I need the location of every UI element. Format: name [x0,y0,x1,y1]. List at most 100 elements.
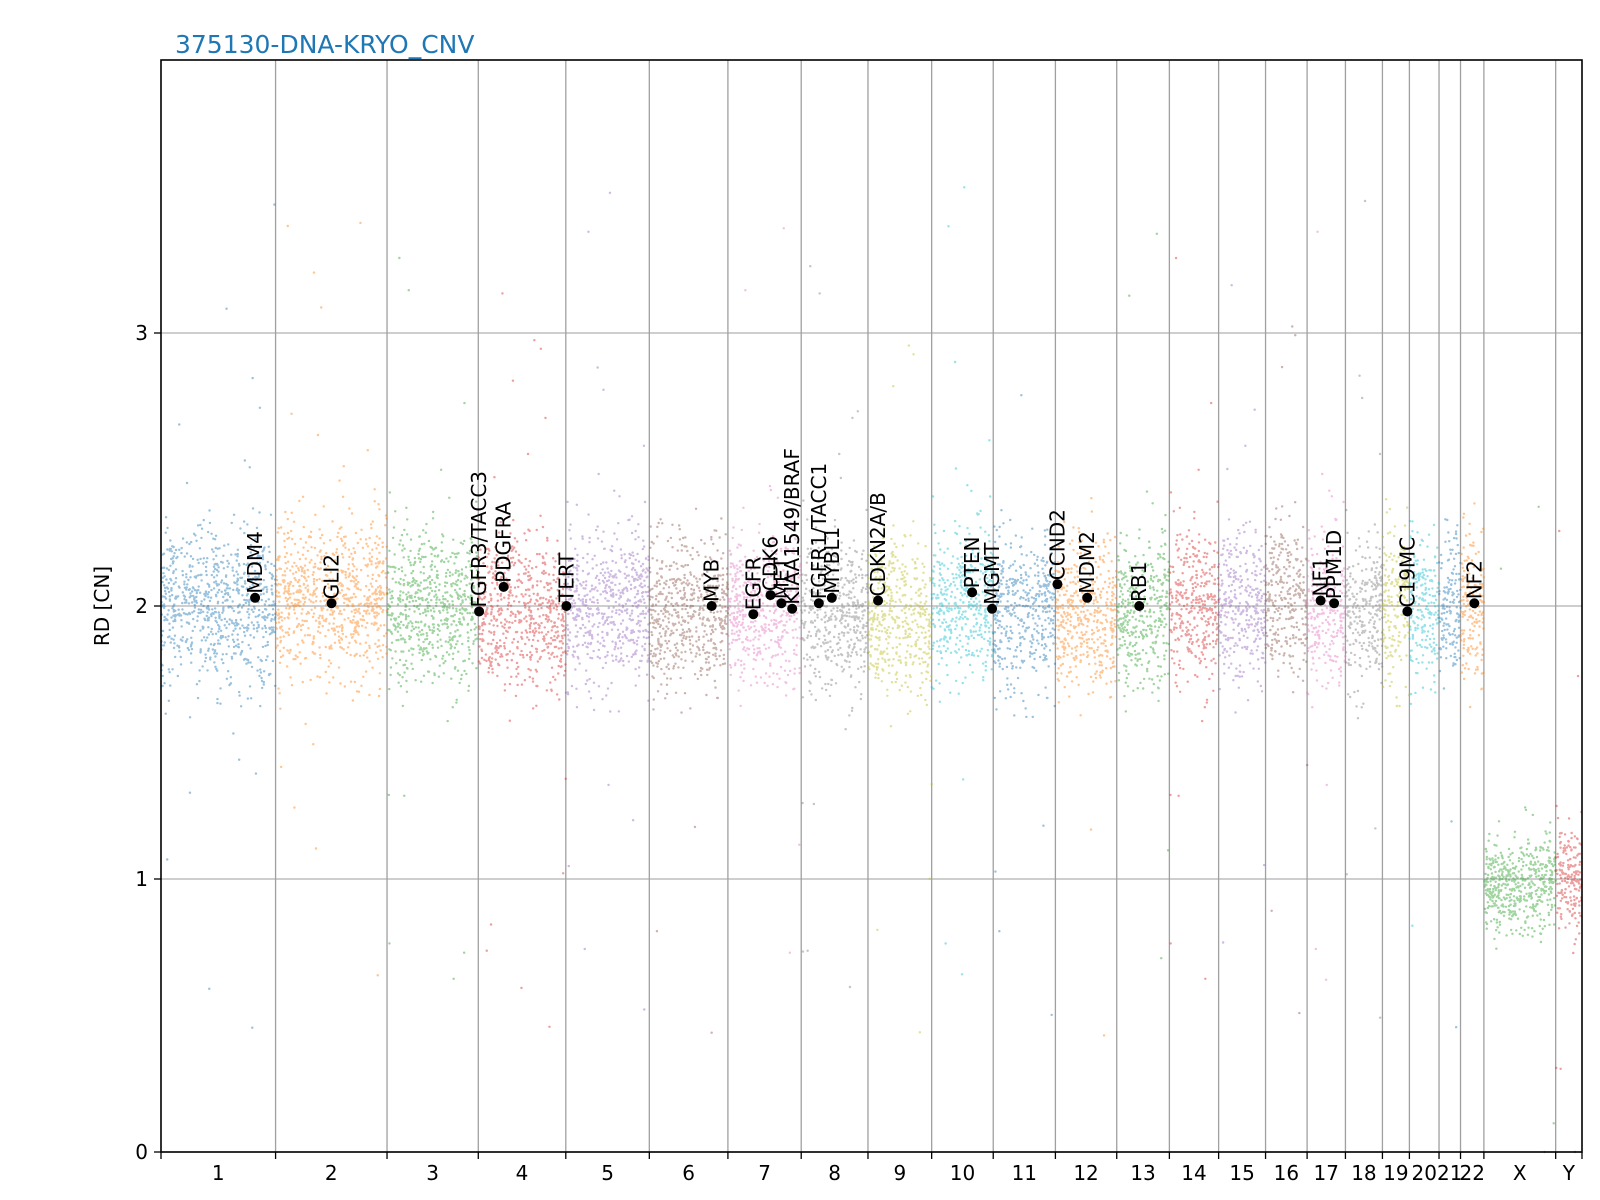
grid-lines [161,60,1582,1153]
gene-marker [1134,601,1145,611]
gene-label: MYB [700,559,724,602]
chromosome-points [930,186,995,976]
chromosome-points [1168,256,1220,980]
x-tick-label: 12 [1073,1161,1098,1185]
gene-marker [326,598,337,609]
chromosome-points [1264,325,1309,1015]
gene-label: FGFR3/TACC3 [467,471,491,608]
x-tick-label: 7 [758,1161,771,1185]
gene-marker [987,603,998,614]
chromosome-points [1344,199,1384,1019]
x-tick-label: Y [1562,1161,1576,1185]
chromosome-points [386,256,480,980]
gene-marker [474,606,485,617]
chromosome-points [866,344,933,1034]
gene-label: MDM2 [1075,531,1099,594]
gene-label: NF2 [1462,560,1486,599]
gene-marker [498,581,509,592]
gene-marker [1402,606,1413,617]
gene-label: CDK6 [759,536,783,591]
gene-marker [826,592,837,603]
gene-marker [748,609,759,620]
data-points [160,186,1583,1154]
gene-label: CDKN2A/B [866,492,890,596]
gene-label: GLI2 [320,554,344,599]
gene-label: MYBL1 [820,527,844,594]
x-tick-label: X [1513,1161,1527,1185]
x-tick-label: 8 [828,1161,841,1185]
x-tick-label: 18 [1351,1161,1376,1185]
chromosome-points [1054,497,1118,1037]
gene-label: MDM4 [243,531,267,594]
gene-marker [250,592,261,603]
gene-marker [967,587,978,598]
x-tick-label: 9 [893,1161,906,1185]
gene-label: PTEN [960,537,984,589]
gene-label: C19MC [1395,537,1419,608]
gene-marker [873,595,884,606]
chromosome-points [1437,518,1462,1029]
x-tick-label: 4 [516,1161,529,1185]
x-tick-label: 2 [325,1161,338,1185]
gene-marker [561,601,572,611]
chart-title: 375130-DNA-KRYO_CNV [175,30,475,59]
chromosome-points [1381,498,1411,708]
y-axis: 0 1 2 3 [135,321,161,1164]
x-tick-label: 22 [1459,1161,1484,1185]
gene-marker [765,590,776,601]
gene-marker [1052,579,1063,590]
x-tick-label: 13 [1130,1161,1155,1185]
chromosome-points [648,507,730,1034]
gene-annotations: MDM4 GLI2 FGFR3/TACC3 PDGFRA TERT MYB EGFRCDK6… [243,448,1486,620]
gene-marker [1329,598,1340,609]
x-tick-label: 11 [1012,1161,1037,1185]
gene-label: EGFR [741,557,765,611]
y-axis-label: RD [CN] [90,566,114,646]
chromosome-points [1116,232,1171,960]
gene-label: KIAA1549/BRAF [780,448,804,605]
gene-marker [1469,598,1480,609]
x-tick-label: 15 [1229,1161,1254,1185]
x-tick-label: 14 [1181,1161,1206,1185]
gene-label: MGMT [980,542,1004,605]
y-tick-label: 2 [135,594,148,618]
gene-label: TERT [554,552,578,603]
chromosome-points [727,227,802,954]
chromosome-points [800,265,870,989]
gene-label: CCND2 [1045,509,1069,580]
x-tick-label: 10 [950,1161,975,1185]
chromosome-points [274,221,389,977]
x-tick-label: 19 [1383,1161,1408,1185]
gene-marker [706,601,717,611]
gene-label: RB1 [1127,562,1151,602]
gene-label: NF1 [1309,557,1333,596]
gene-marker [1315,595,1326,606]
y-tick-label: 1 [135,867,148,891]
chromosome-points [1305,230,1347,981]
x-tick-label: 20 [1411,1161,1436,1185]
x-tick-label: 3 [426,1161,439,1185]
gene-label: PDGFRA [492,501,516,583]
chromosome-points [1408,519,1441,927]
gene-label: PPM1D [1322,530,1346,600]
chromosome-points [992,394,1057,1017]
x-tick-label: 1 [212,1161,225,1185]
gene-marker [776,598,787,609]
x-tick-label: 6 [682,1161,695,1185]
y-tick-label: 3 [135,321,148,345]
chromosome-points [1217,284,1267,944]
gene-label: MET [769,556,793,599]
x-tick-label: 17 [1314,1161,1339,1185]
gene-label: FGFR1/TACC1 [807,463,831,600]
plot-area: MDM4 GLI2 FGFR3/TACC3 PDGFRA TERT MYB EGFRCDK6… [160,59,1583,1154]
gene-marker [787,603,798,614]
gene-marker [813,598,824,609]
y-tick-label: 0 [135,1140,148,1164]
chromosome-points [564,191,651,1011]
gene-marker [1082,592,1093,603]
x-tick-label: 5 [601,1161,614,1185]
chromosome-points [1483,505,1557,1154]
x-tick-label: 16 [1274,1161,1299,1185]
